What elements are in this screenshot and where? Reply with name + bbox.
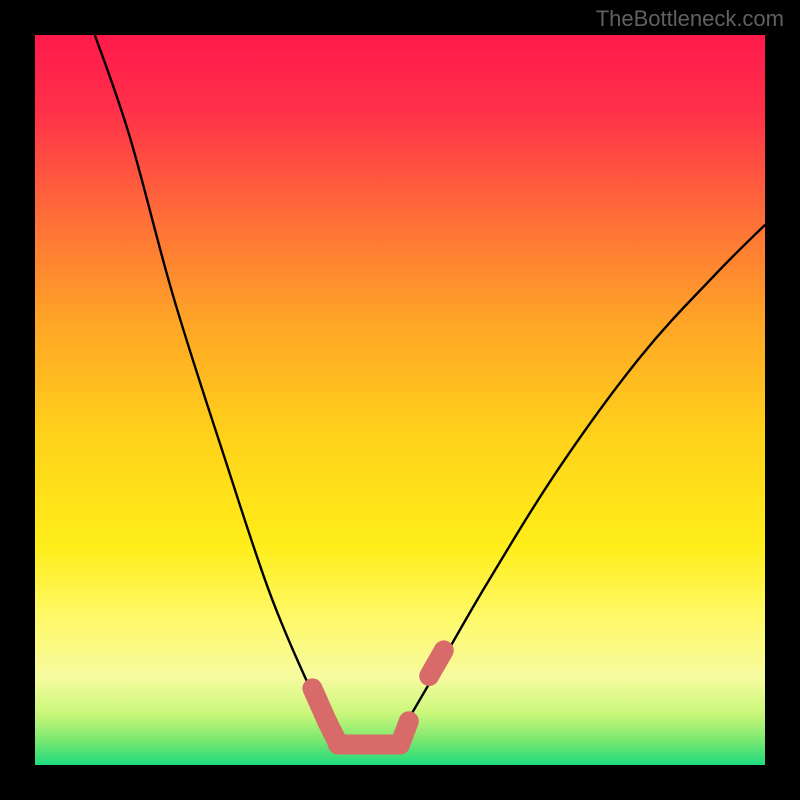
marker-segment: [400, 721, 409, 744]
watermark-text: TheBottleneck.com: [596, 6, 784, 32]
plot-area: [35, 35, 765, 765]
bottleneck-curve-chart: [35, 35, 765, 765]
background-rect: [35, 35, 765, 765]
chart-frame: TheBottleneck.com: [0, 0, 800, 800]
marker-segment: [429, 650, 444, 676]
